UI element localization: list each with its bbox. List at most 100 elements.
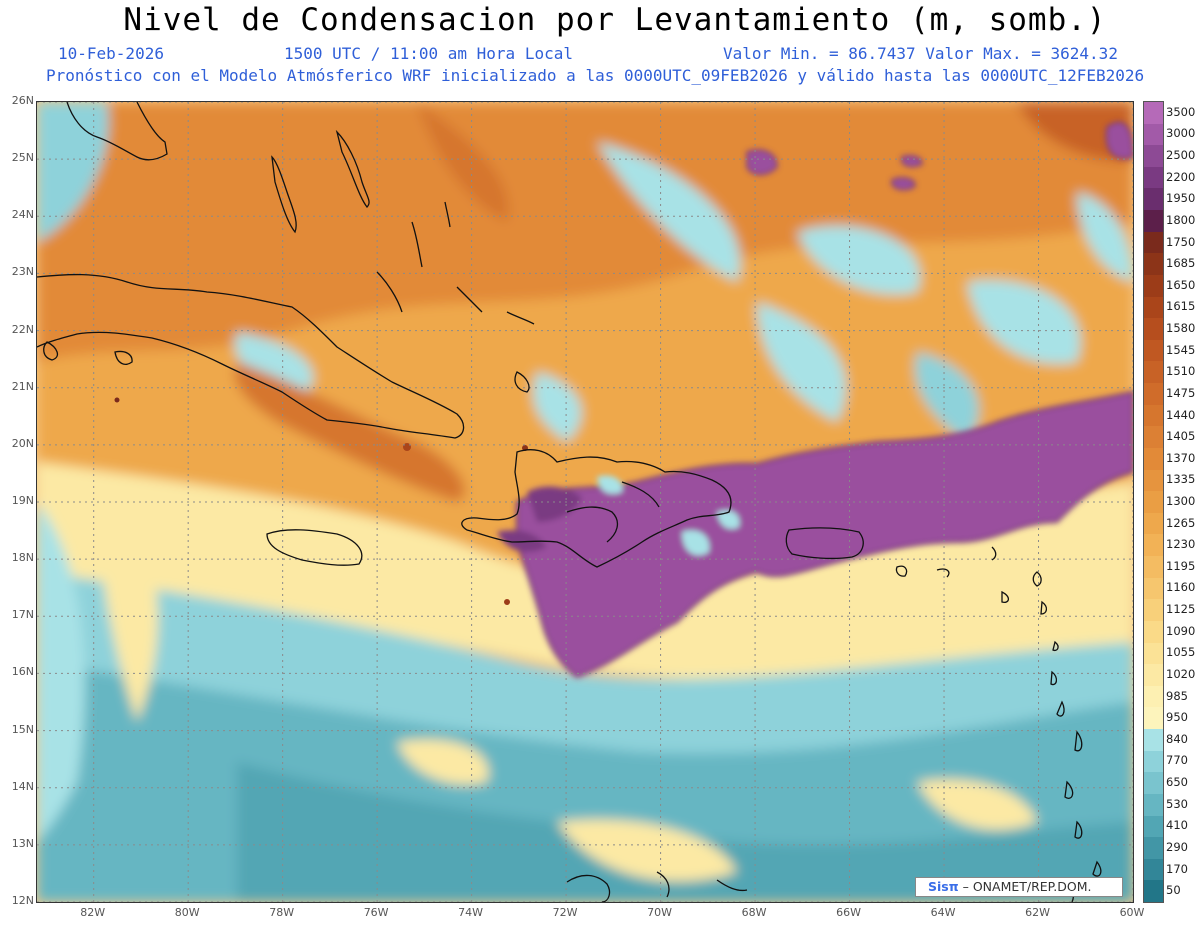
lat-lon-grid [37,102,1133,902]
colorbar-label: 1265 [1166,515,1196,530]
colorbar-label: 1510 [1166,364,1196,379]
colorbar-cell [1144,729,1163,752]
colorbar-cell [1144,318,1163,341]
jamaica-outline [266,529,363,566]
lat-tick-label: 25N [11,151,34,165]
lon-tick-label: 74W [458,906,484,919]
lat-tick-label: 24N [11,208,34,222]
colorbar-label: 1800 [1166,212,1196,227]
colorbar-cell [1144,404,1163,427]
colorbar-label: 50 [1166,883,1181,898]
colorbar-label: 1950 [1166,191,1196,206]
colorbar-label: 1405 [1166,429,1196,444]
colorbar-label: 1090 [1166,623,1196,638]
lat-tick-label: 23N [11,265,34,279]
lat-tick-label: 18N [11,551,34,565]
colorbar-cell [1144,231,1163,254]
colorbar-label: 3000 [1166,126,1196,141]
lat-tick-label: 26N [11,94,34,107]
lon-tick-label: 66W [836,906,861,919]
lon-tick-label: 64W [930,906,956,919]
min-max-values: Valor Min. = 86.7437 Valor Max. = 3624.3… [723,44,1118,63]
colorbar-label: 170 [1166,861,1188,876]
colorbar-label: 1750 [1166,234,1196,249]
lat-tick-label: 14N [11,779,34,793]
lat-tick-label: 15N [11,722,34,736]
colorbar-cell [1144,426,1163,449]
colorbar-cell [1144,188,1163,211]
colorbar-cell [1144,599,1163,622]
colorbar-cell [1144,837,1163,860]
colorbar-label: 1580 [1166,321,1196,336]
coastlines [37,102,1102,902]
lon-tick-label: 62W [1025,906,1050,919]
colorbar-cell [1144,361,1163,384]
colorbar-label: 770 [1166,753,1188,768]
colorbar-cell [1144,253,1163,276]
model-subtitle: Pronóstico con el Modelo Atmósferico WRF… [46,66,1145,85]
purple-region [497,121,1133,679]
colorbar-cell [1144,685,1163,708]
colorbar-cell [1144,145,1163,168]
lon-tick-label: 70W [647,906,673,919]
lon-tick-label: 68W [741,906,767,919]
colorbar-label: 1230 [1166,537,1196,552]
colorbar-cell [1144,491,1163,514]
colorbar-cell [1144,296,1163,319]
map-panel [36,101,1134,903]
lat-tick-label: 16N [11,665,34,679]
colorbar-label: 1160 [1166,580,1196,595]
colorbar-cell [1144,707,1163,730]
forecast-date: 10-Feb-2026 [58,44,164,63]
forecast-time: 1500 UTC / 11:00 am Hora Local [284,44,573,63]
colorbar-cell [1144,534,1163,557]
colorbar-cell [1144,642,1163,665]
colorbar-cell [1144,793,1163,816]
colorbar-label: 840 [1166,731,1188,746]
colorbar-cell [1144,210,1163,233]
lat-tick-label: 21N [11,379,34,393]
colorbar-cell [1144,166,1163,189]
colorbar-label: 530 [1166,796,1188,811]
credit-text: – ONAMET/REP.DOM. [962,879,1092,894]
colorbar-cell [1144,664,1163,687]
colorbar-label: 290 [1166,839,1188,854]
bahamas-outline [271,155,297,234]
colorbar-label: 1370 [1166,450,1196,465]
colorbar-cell [1144,556,1163,579]
lon-tick-label: 82W [80,906,106,919]
lon-tick-label: 72W [552,906,578,919]
colorbar-label: 1440 [1166,407,1196,422]
cuba-outline [37,273,465,439]
colorbar-cell [1144,102,1163,125]
lat-tick-label: 20N [11,436,34,450]
colorbar-label: 1055 [1166,645,1196,660]
puerto-rico-outline [785,527,864,560]
lat-tick-label: 17N [11,608,34,622]
lat-tick-label: 12N [11,894,34,907]
colorbar-cell [1144,858,1163,881]
colorbar-cell [1144,815,1163,838]
colorbar-cell [1144,512,1163,535]
colorbar-label: 1475 [1166,385,1196,400]
colorbar-cell [1144,123,1163,146]
colorbar-cell [1144,880,1163,903]
sispi-logo: Sisπ [928,879,959,894]
colorbar-label: 410 [1166,818,1188,833]
colorbar-label: 2200 [1166,169,1196,184]
lat-tick-label: 22N [11,322,34,336]
lon-tick-label: 80W [174,906,200,919]
colorbar-label: 2500 [1166,148,1196,163]
colorbar [1143,101,1164,903]
colorbar-cell [1144,772,1163,795]
lat-tick-label: 13N [11,836,34,850]
colorbar-label: 1685 [1166,256,1196,271]
lon-tick-label: 78W [269,906,295,919]
colorbar-cell [1144,577,1163,600]
colorbar-label: 3500 [1166,104,1196,119]
colorbar-label: 950 [1166,710,1188,725]
credit-box: Sisπ – ONAMET/REP.DOM. [915,877,1123,897]
colorbar-label: 1020 [1166,666,1196,681]
lat-tick-label: 19N [11,494,34,507]
colorbar-label: 1615 [1166,299,1196,314]
